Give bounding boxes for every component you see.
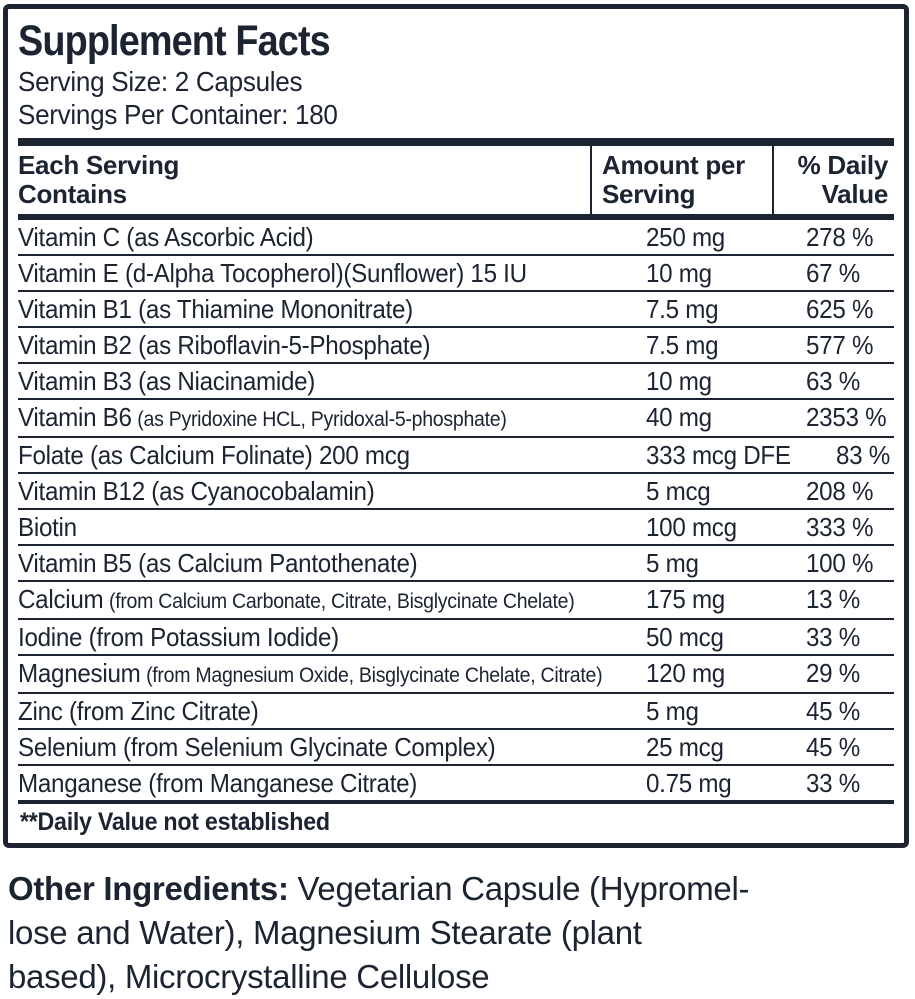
ingredient-amount: 7.5 mg bbox=[646, 330, 719, 360]
servings-per-container: Servings Per Container: 180 bbox=[18, 99, 338, 130]
ingredient-daily-value: 29 % bbox=[806, 658, 860, 688]
ingredient-name: Vitamin B3 (as Niacinamide) bbox=[18, 366, 316, 396]
ingredient-name: Biotin bbox=[18, 512, 77, 542]
ingredient-daily-value: 45 % bbox=[806, 732, 860, 762]
ingredient-daily-value: 333 % bbox=[806, 512, 874, 542]
row-calcium: Calcium (from Calcium Carbonate, Citrate,… bbox=[18, 582, 894, 620]
ingredient-daily-value: 45 % bbox=[806, 696, 860, 726]
ingredient-amount: 7.5 mg bbox=[646, 294, 719, 324]
header-rule-thick bbox=[18, 138, 894, 146]
ingredient-name: Vitamin B5 (as Calcium Pantothenate) bbox=[18, 548, 418, 578]
ingredient-amount: 10 mg bbox=[646, 258, 712, 288]
ingredient-name: Selenium (from Selenium Glycinate Comple… bbox=[18, 732, 496, 762]
ingredient-name: Vitamin C (as Ascorbic Acid) bbox=[18, 222, 314, 252]
row-vitamin-b6: Vitamin B6 (as Pyridoxine HCL, Pyridoxal-… bbox=[18, 400, 894, 438]
row-manganese: Manganese (from Manganese Citrate) 0.75 … bbox=[18, 766, 894, 800]
ingredient-name: Vitamin E (d-Alpha Tocopherol)(Sunflower… bbox=[18, 258, 527, 288]
table-header-row: Each Serving Contains Amount per Serving… bbox=[18, 146, 894, 214]
ingredient-daily-value: 13 % bbox=[806, 584, 860, 614]
ingredient-daily-value: 63 % bbox=[806, 366, 860, 396]
ingredient-amount: 100 mcg bbox=[646, 512, 737, 542]
ingredient-name: Vitamin B1 (as Thiamine Mononitrate) bbox=[18, 294, 413, 324]
ingredient-amount: 5 mg bbox=[646, 548, 699, 578]
row-vitamin-e: Vitamin E (d-Alpha Tocopherol)(Sunflower… bbox=[18, 256, 894, 292]
row-magnesium: Magnesium (from Magnesium Oxide, Bisglyci… bbox=[18, 656, 894, 694]
column-header-amount-per-serving: Amount per Serving bbox=[590, 146, 772, 214]
ingredient-name: Vitamin B6 (as Pyridoxine HCL, Pyridoxal-… bbox=[18, 402, 507, 432]
row-iodine: Iodine (from Potassium Iodide) 50 mcg 33… bbox=[18, 620, 894, 656]
supplement-facts-panel: Supplement Facts Serving Size: 2 Capsule… bbox=[3, 4, 909, 848]
ingredient-name: Magnesium (from Magnesium Oxide, Bisglyci… bbox=[18, 658, 603, 688]
ingredient-amount: 175 mg bbox=[646, 584, 725, 614]
ingredient-name: Manganese (from Manganese Citrate) bbox=[18, 768, 418, 798]
ingredient-daily-value: 2353 % bbox=[806, 402, 887, 432]
row-folate: Folate (as Calcium Folinate) 200 mcg 333… bbox=[18, 438, 894, 474]
ingredient-amount: 40 mg bbox=[646, 402, 712, 432]
ingredient-amount: 250 mg bbox=[646, 222, 725, 252]
ingredient-name: Calcium (from Calcium Carbonate, Citrate,… bbox=[18, 584, 575, 614]
panel-title: Supplement Facts bbox=[18, 17, 331, 65]
table-header-rule bbox=[18, 214, 894, 220]
row-biotin: Biotin 100 mcg 333 % bbox=[18, 510, 894, 546]
row-zinc: Zinc (from Zinc Citrate) 5 mg 45 % bbox=[18, 694, 894, 730]
row-vitamin-c: Vitamin C (as Ascorbic Acid) 250 mg 278 … bbox=[18, 220, 894, 256]
ingredient-daily-value: 278 % bbox=[806, 222, 874, 252]
footnote-rule bbox=[18, 800, 894, 804]
ingredient-name: Vitamin B12 (as Cyanocobalamin) bbox=[18, 476, 375, 506]
other-ingredients-label: Other Ingredients: bbox=[8, 870, 289, 907]
row-selenium: Selenium (from Selenium Glycinate Comple… bbox=[18, 730, 894, 766]
ingredient-daily-value: 625 % bbox=[806, 294, 874, 324]
panel-header: Supplement Facts Serving Size: 2 Capsule… bbox=[18, 9, 894, 131]
ingredient-daily-value: 577 % bbox=[806, 330, 874, 360]
ingredient-daily-value: 33 % bbox=[806, 768, 860, 798]
row-vitamin-b12: Vitamin B12 (as Cyanocobalamin) 5 mcg 20… bbox=[18, 474, 894, 510]
daily-value-footnote: **Daily Value not established bbox=[20, 808, 330, 836]
other-ingredients: Other Ingredients: Vegetarian Capsule (H… bbox=[8, 867, 915, 999]
column-header-each-serving: Each Serving Contains bbox=[18, 150, 180, 209]
serving-size: Serving Size: 2 Capsules bbox=[18, 66, 303, 97]
row-vitamin-b3: Vitamin B3 (as Niacinamide) 10 mg 63 % bbox=[18, 364, 894, 400]
row-vitamin-b5: Vitamin B5 (as Calcium Pantothenate) 5 m… bbox=[18, 546, 894, 582]
ingredient-amount: 10 mg bbox=[646, 366, 712, 396]
ingredient-daily-value: 33 % bbox=[806, 622, 860, 652]
row-vitamin-b1: Vitamin B1 (as Thiamine Mononitrate) 7.5… bbox=[18, 292, 894, 328]
ingredient-amount: 50 mcg bbox=[646, 622, 724, 652]
ingredient-name: Folate (as Calcium Folinate) 200 mcg bbox=[18, 440, 410, 470]
ingredient-daily-value: 208 % bbox=[806, 476, 874, 506]
ingredient-amount: 333 mcg DFE bbox=[646, 440, 791, 470]
ingredient-daily-value: 83 % bbox=[835, 440, 890, 470]
ingredient-daily-value: 67 % bbox=[806, 258, 860, 288]
ingredient-amount: 5 mg bbox=[646, 696, 699, 726]
ingredient-amount: 5 mcg bbox=[646, 476, 711, 506]
ingredient-name: Vitamin B2 (as Riboflavin-5-Phosphate) bbox=[18, 330, 431, 360]
ingredient-amount: 120 mg bbox=[646, 658, 725, 688]
ingredient-name: Zinc (from Zinc Citrate) bbox=[18, 696, 259, 726]
nutrient-table: Vitamin C (as Ascorbic Acid) 250 mg 278 … bbox=[18, 220, 894, 800]
ingredient-daily-value: 100 % bbox=[806, 548, 874, 578]
row-vitamin-b2: Vitamin B2 (as Riboflavin-5-Phosphate) 7… bbox=[18, 328, 894, 364]
column-header-percent-daily-value: % Daily Value bbox=[772, 146, 894, 214]
ingredient-name: Iodine (from Potassium Iodide) bbox=[18, 622, 339, 652]
ingredient-amount: 25 mcg bbox=[646, 732, 724, 762]
ingredient-amount: 0.75 mg bbox=[646, 768, 732, 798]
